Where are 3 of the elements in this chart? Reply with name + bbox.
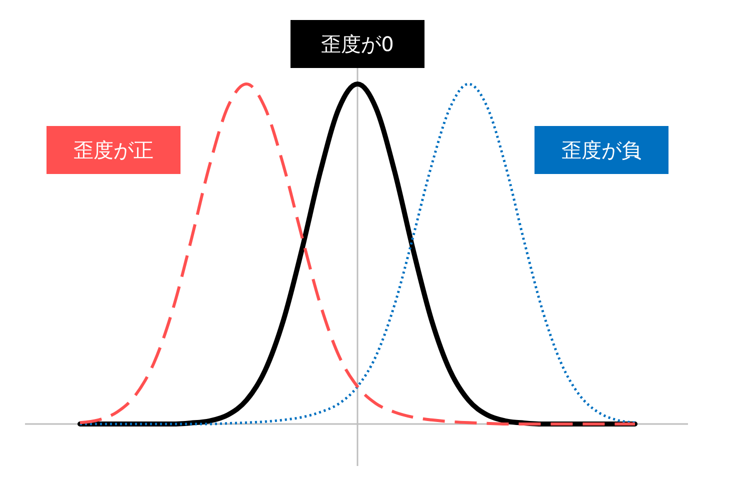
text: 歪度が正 <box>74 138 154 162</box>
series-label: 歪度が0 <box>321 32 394 56</box>
text: 歪度が負 <box>562 138 642 162</box>
